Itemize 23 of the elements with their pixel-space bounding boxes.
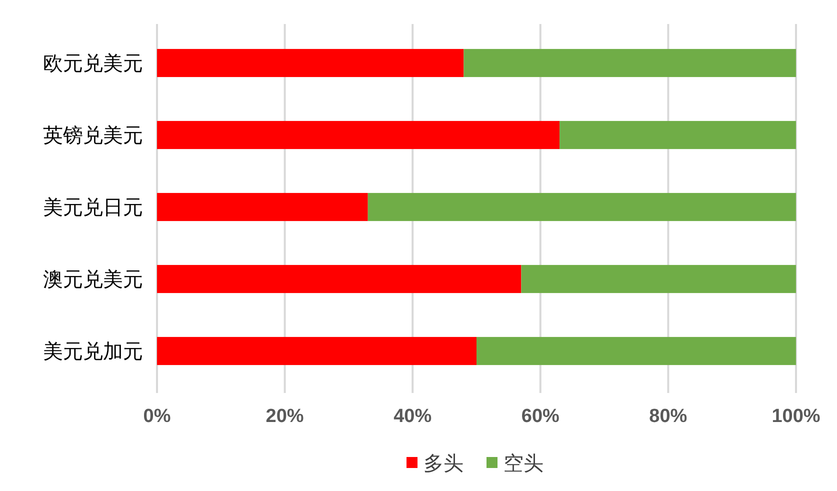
x-tick-label: 0% [143, 406, 171, 427]
legend-label: 空头 [504, 451, 544, 475]
y-tick-label: 美元兑加元 [43, 339, 143, 363]
bar [157, 264, 522, 294]
y-tick-label: 欧元兑美元 [43, 51, 143, 75]
x-tick-label: 100% [772, 406, 820, 427]
y-tick-label: 澳元兑美元 [43, 267, 143, 291]
x-tick-label: 60% [521, 406, 560, 427]
bar [157, 336, 476, 366]
bar [157, 120, 560, 150]
bar [157, 48, 464, 78]
x-tick-label: 80% [649, 406, 688, 427]
x-tick-label: 20% [266, 406, 304, 427]
x-tick-label: 40% [394, 406, 432, 427]
y-tick-label: 美元兑日元 [43, 195, 143, 219]
bar [464, 48, 796, 78]
y-tick-label: 英镑兑美元 [43, 123, 143, 147]
legend-label: 多头 [424, 451, 464, 475]
bar [560, 120, 796, 150]
bar [476, 336, 796, 366]
bar [157, 192, 368, 222]
bar [368, 192, 796, 222]
bar [521, 264, 796, 294]
